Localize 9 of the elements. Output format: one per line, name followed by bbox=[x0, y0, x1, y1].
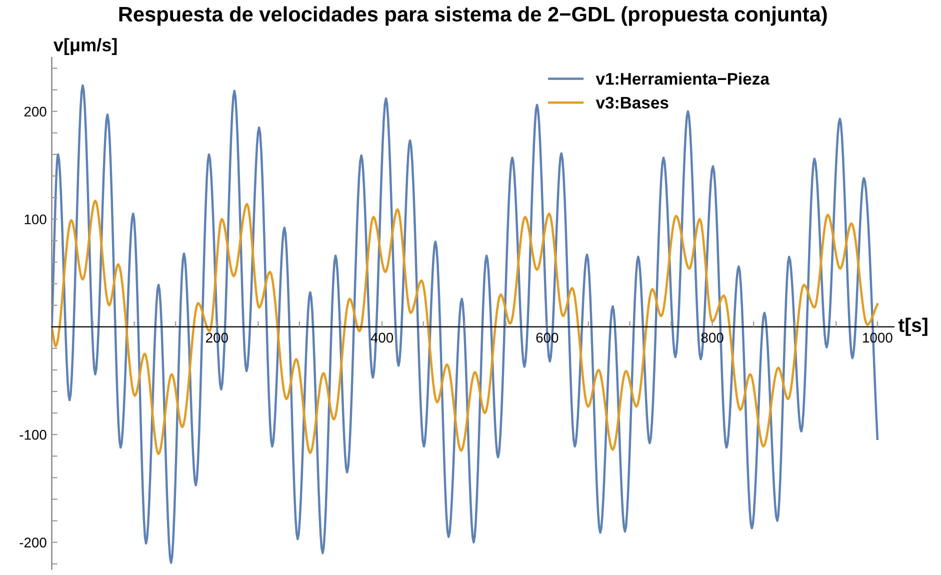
y-tick-label: 200 bbox=[24, 106, 46, 117]
y-tick-label: -200 bbox=[20, 538, 46, 548]
y-tick-label: 100 bbox=[24, 214, 46, 224]
chart-title: Respuesta de velocidades para sistema de 2−GDL (propuesta conjunta) bbox=[119, 6, 827, 26]
legend-label: v3:Bases bbox=[596, 96, 668, 109]
legend-label: v1:Herramienta−Pieza bbox=[596, 72, 770, 85]
y-axis-title: v[μm/s] bbox=[54, 38, 117, 55]
x-axis-title: t[s] bbox=[898, 318, 928, 336]
y-tick-label: -100 bbox=[20, 430, 46, 440]
